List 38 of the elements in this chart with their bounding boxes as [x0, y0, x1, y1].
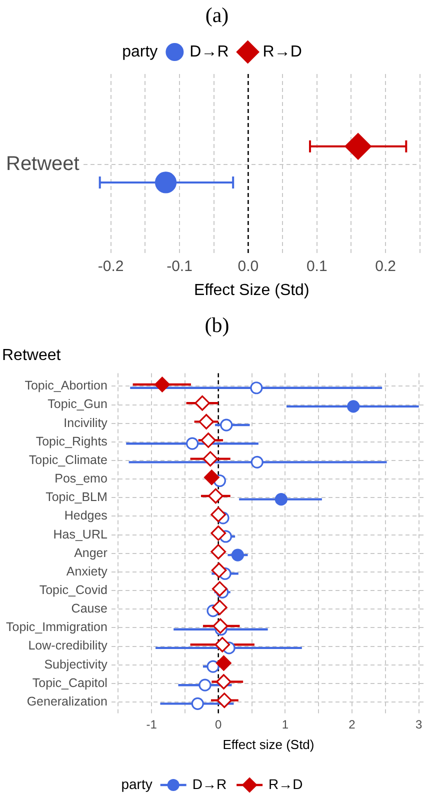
- y-tick-label: Topic_Capitol: [32, 676, 108, 690]
- y-tick-label: Topic_Covid: [39, 582, 108, 597]
- y-tick-label: Pos_emo: [54, 472, 108, 486]
- y-tick-label: Topic_Gun: [48, 397, 108, 412]
- x-tick-label: 0.0: [238, 258, 259, 275]
- x-tick-label: -0.1: [166, 258, 192, 275]
- legend-label: R→D: [262, 43, 302, 60]
- x-tick-label: 2: [348, 718, 356, 732]
- legend-title: party: [122, 43, 158, 60]
- x-tick-label: 0: [215, 718, 222, 732]
- y-tick-label: Incivility: [64, 416, 108, 430]
- y-tick-label: Topic_BLM: [46, 490, 108, 504]
- y-tick-label: Topic_Abortion: [24, 378, 108, 393]
- x-tick-label: 0.2: [375, 258, 396, 275]
- y-tick-label: Generalization: [26, 694, 108, 708]
- y-tick-label: Subjectivity: [44, 657, 108, 672]
- legend-label: D→R: [190, 43, 229, 60]
- legend-title: party: [121, 776, 152, 792]
- legend-label: R→D: [268, 776, 303, 792]
- x-tick-label: -0.2: [98, 258, 124, 275]
- x-tick-label: 1: [282, 718, 289, 732]
- y-tick-label: Anxiety: [66, 564, 108, 578]
- y-tick-label: Cause: [71, 602, 108, 616]
- chart-title: (b): [204, 312, 230, 339]
- x-axis-title: Effect Size (Std): [194, 282, 310, 299]
- legend-label: D→R: [192, 776, 227, 792]
- y-tick-label: Low-credibility: [28, 638, 108, 653]
- y-tick-label: Has_URL: [53, 527, 108, 542]
- chart-title: (a): [204, 2, 230, 29]
- y-tick-label: Topic_Rights: [36, 434, 108, 448]
- x-tick-label: 3: [416, 718, 422, 732]
- y-tick-label: Topic_Climate: [28, 452, 108, 467]
- x-tick-label: -1: [146, 718, 158, 732]
- y-tick-label: Hedges: [64, 508, 108, 523]
- y-tick-label: Anger: [74, 546, 108, 560]
- y-tick-label: Topic_Immigration: [6, 620, 108, 634]
- x-axis-title: Effect size (Std): [222, 736, 314, 752]
- x-tick-label: 0.1: [306, 258, 328, 275]
